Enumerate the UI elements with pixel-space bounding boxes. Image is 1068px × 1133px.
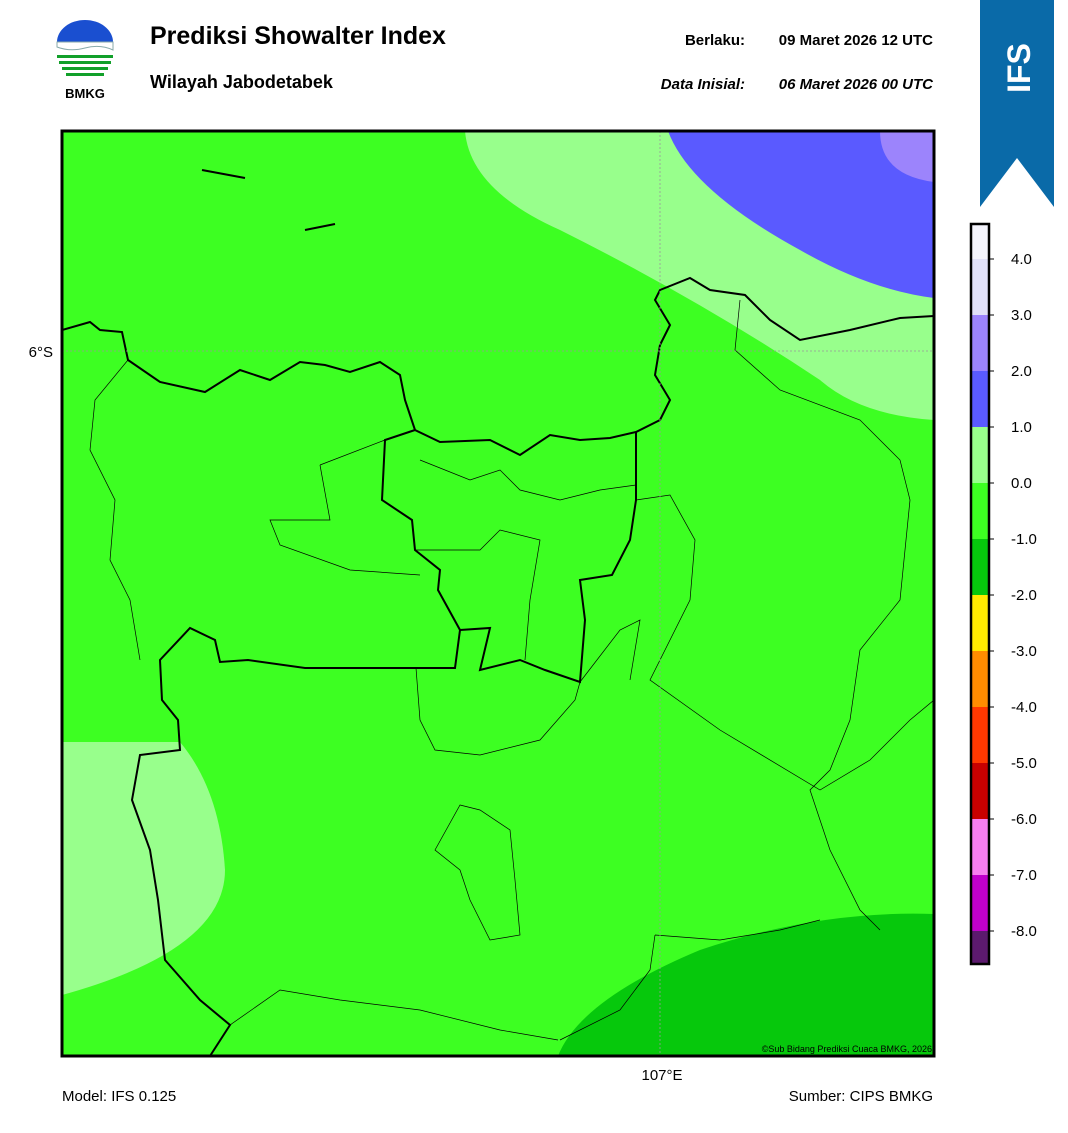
colorbar-tick-label: -8.0 xyxy=(1011,923,1037,940)
colorbar-segment xyxy=(971,707,989,763)
colorbar-segment xyxy=(971,875,989,931)
logo-text: BMKG xyxy=(65,86,105,101)
colorbar-tick-label: -3.0 xyxy=(1011,643,1037,660)
colorbar: 4.0 3.0 2.0 1.0 0.0 -1.0 -2.0 -3.0 -4.0 -5.0 -6.0 -… xyxy=(969,222,1037,966)
colorbar-tick-label: 0.0 xyxy=(1011,475,1032,492)
footer-source: Sumber: CIPS BMKG xyxy=(789,1088,933,1105)
valid-time: 09 Maret 2026 12 UTC xyxy=(779,32,933,49)
colorbar-tick-label: -4.0 xyxy=(1011,699,1037,716)
footer-model: Model: IFS 0.125 xyxy=(62,1088,176,1105)
valid-label: Berlaku: xyxy=(685,32,745,49)
colorbar-tick-label: 2.0 xyxy=(1011,363,1032,380)
init-time: 06 Maret 2026 00 UTC xyxy=(779,76,934,93)
lat-label: 6°S xyxy=(29,344,53,361)
colorbar-segment xyxy=(971,483,989,539)
colorbar-segment xyxy=(971,371,989,427)
colorbar-tick-label: 4.0 xyxy=(1011,251,1032,268)
colorbar-segment xyxy=(971,763,989,819)
init-label: Data Inisial: xyxy=(661,76,745,93)
colorbar-tick-label: 3.0 xyxy=(1011,307,1032,324)
colorbar-tick-label: 1.0 xyxy=(1011,419,1032,436)
subtitle: Wilayah Jabodetabek xyxy=(150,72,334,92)
ribbon-label: IFS xyxy=(1001,43,1037,93)
colorbar-tick-label: -7.0 xyxy=(1011,867,1037,884)
colorbar-segment xyxy=(971,539,989,595)
map-frame xyxy=(60,129,936,1058)
colorbar-segment xyxy=(971,595,989,651)
colorbar-segment xyxy=(971,315,989,371)
colorbar-segment xyxy=(971,427,989,483)
colorbar-frame xyxy=(969,222,991,966)
colorbar-segment xyxy=(971,259,989,315)
colorbar-tick-label: -6.0 xyxy=(1011,811,1037,828)
colorbar-segment xyxy=(971,819,989,875)
colorbar-tick-label: -5.0 xyxy=(1011,755,1037,772)
lon-label: 107°E xyxy=(641,1067,682,1084)
colorbar-segment xyxy=(971,224,989,259)
colorbar-tick-label: -2.0 xyxy=(1011,587,1037,604)
credit: ©Sub Bidang Prediksi Cuaca BMKG, 2026 xyxy=(762,1044,932,1054)
logo: BMKG xyxy=(56,20,114,101)
ribbon xyxy=(980,0,1054,207)
colorbar-segment xyxy=(971,651,989,707)
map: ©Sub Bidang Prediksi Cuaca BMKG, 2026 xyxy=(62,131,934,1056)
title: Prediksi Showalter Index xyxy=(150,22,446,50)
colorbar-tick-label: -1.0 xyxy=(1011,531,1037,548)
colorbar-segment xyxy=(971,931,989,964)
